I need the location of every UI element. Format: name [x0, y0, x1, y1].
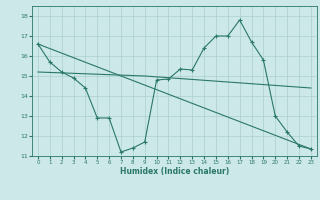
- X-axis label: Humidex (Indice chaleur): Humidex (Indice chaleur): [120, 167, 229, 176]
